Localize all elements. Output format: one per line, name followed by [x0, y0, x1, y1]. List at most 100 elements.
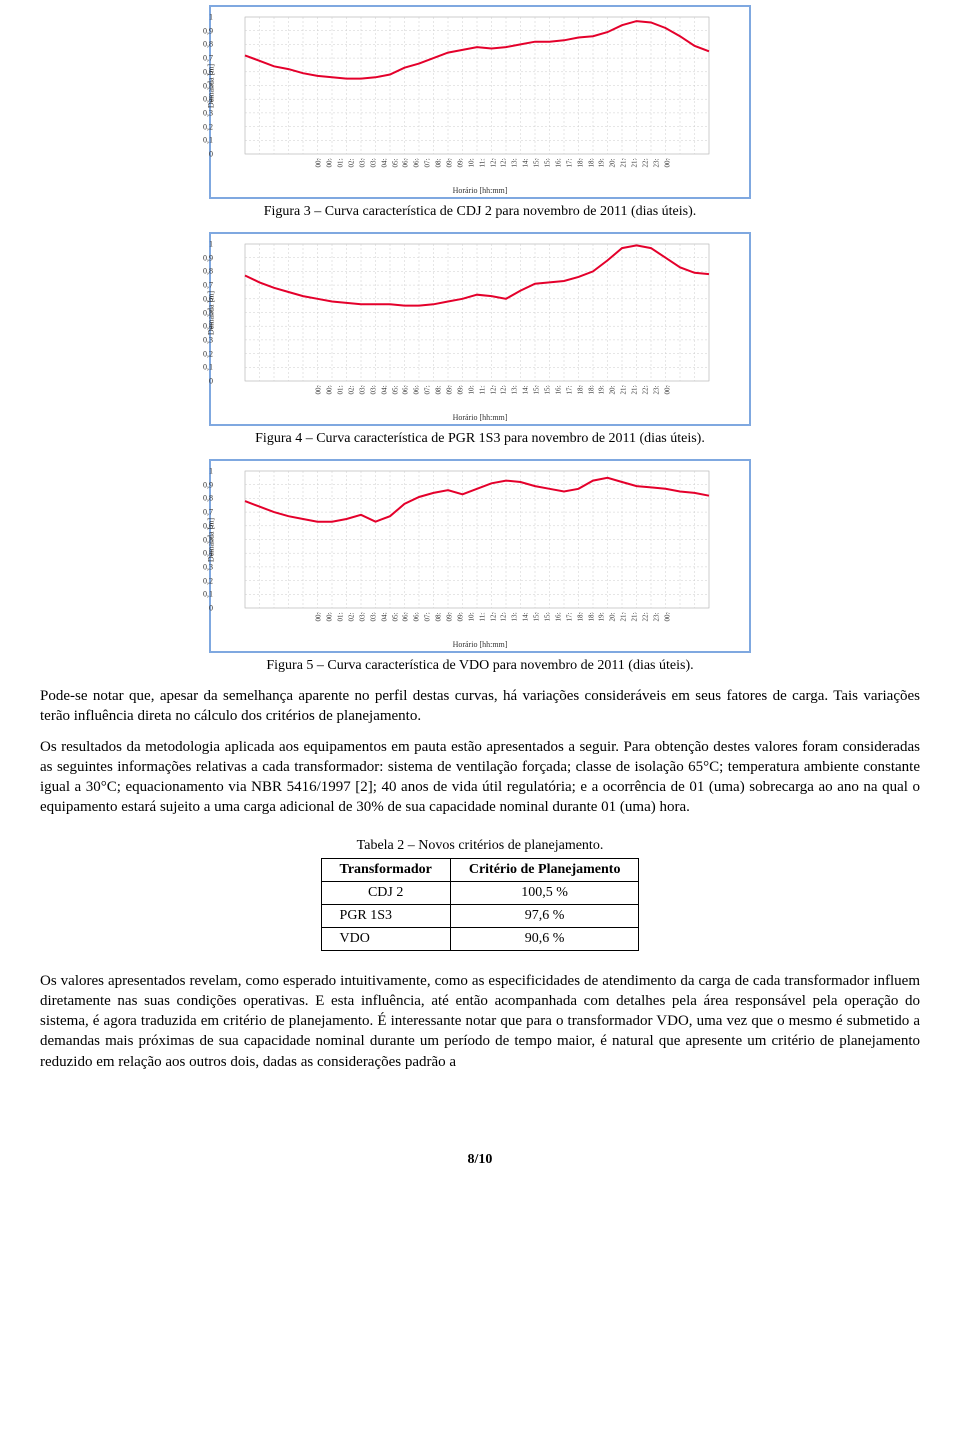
table-cell: 90,6 %: [450, 927, 639, 950]
x-tick-label: 10:30: [468, 160, 475, 168]
x-tick-label: 15:45: [545, 160, 552, 168]
y-tick-label: 0,5: [203, 308, 213, 317]
x-tick-label: 05:15: [392, 160, 399, 168]
y-tick-label: 0,3: [203, 335, 213, 344]
y-tick-label: 0,9: [203, 480, 213, 489]
x-tick-label: 06:45: [414, 160, 421, 168]
x-tick-label: 18:45: [588, 614, 595, 622]
x-tick-label: 03:00: [359, 160, 366, 168]
y-tick-label: 0,5: [203, 81, 213, 90]
x-tick-label: 00:45: [327, 614, 334, 622]
y-tick-label: 0,3: [203, 108, 213, 117]
x-tick-label: 23:15: [653, 614, 660, 622]
figure-5-caption: Figura 5 – Curva característica de VDO p…: [40, 658, 920, 674]
x-tick-label: 12:00: [490, 160, 497, 168]
y-tick-label: 0,6: [203, 521, 213, 530]
paragraph-3: Os valores apresentados revelam, como es…: [40, 971, 920, 1072]
y-tick-label: 0: [209, 377, 213, 386]
x-tick-label: 00:45: [327, 160, 334, 168]
x-tick-label: 03:45: [370, 387, 377, 395]
x-tick-label: 14:15: [523, 614, 530, 622]
chart-plot: Demanda [m] 00,10,20,30,40,50,60,70,80,9…: [215, 467, 715, 612]
x-tick-label: 17:15: [566, 160, 573, 168]
x-ticks: 00:0000:4501:3002:1503:0003:4504:3005:15…: [215, 158, 745, 188]
x-tick-label: 05:15: [392, 387, 399, 395]
x-tick-label: 04:30: [381, 387, 388, 395]
x-tick-label: 13:30: [512, 387, 519, 395]
x-tick-label: 06:00: [403, 387, 410, 395]
y-tick-label: 0,7: [203, 54, 213, 63]
x-tick-label: 15:45: [545, 387, 552, 395]
figure-3-caption: Figura 3 – Curva característica de CDJ 2…: [40, 204, 920, 220]
y-tick-label: 0,4: [203, 549, 213, 558]
x-tick-label: 01:30: [338, 387, 345, 395]
page-number: 8/10: [40, 1152, 920, 1168]
x-tick-label: 03:45: [370, 614, 377, 622]
x-tick-label: 11:15: [479, 160, 486, 168]
x-tick-label: 18:00: [577, 387, 584, 395]
paragraph-1: Pode-se notar que, apesar da semelhança …: [40, 686, 920, 727]
y-tick-label: 0: [209, 604, 213, 613]
x-tick-label: 13:30: [512, 614, 519, 622]
x-tick-label: 22:30: [643, 160, 650, 168]
x-axis-label: Horário [hh:mm]: [215, 186, 745, 195]
x-ticks: 00:0000:4501:3002:1503:0003:4504:3005:15…: [215, 385, 745, 415]
y-tick-label: 0,1: [203, 136, 213, 145]
x-tick-label: 03:45: [370, 160, 377, 168]
x-tick-label: 02:15: [348, 387, 355, 395]
table-row: VDO 90,6 %: [321, 927, 639, 950]
x-tick-label: 06:00: [403, 160, 410, 168]
table-2: Transformador Critério de Planejamento C…: [321, 858, 640, 951]
x-tick-label: 20:15: [610, 160, 617, 168]
x-tick-label: 21:00: [621, 614, 628, 622]
x-tick-label: 21:00: [621, 160, 628, 168]
y-tick-label: 0,6: [203, 294, 213, 303]
x-tick-label: 15:00: [534, 614, 541, 622]
x-tick-label: 22:30: [643, 387, 650, 395]
y-tick-label: 0: [209, 150, 213, 159]
x-tick-label: 04:30: [381, 614, 388, 622]
x-tick-label: 21:00: [621, 387, 628, 395]
x-tick-label: 01:30: [338, 614, 345, 622]
x-tick-label: 14:15: [523, 160, 530, 168]
x-tick-label: 20:15: [610, 387, 617, 395]
x-ticks: 00:0000:4501:3002:1503:0003:4504:3005:15…: [215, 612, 745, 642]
x-tick-label: 08:15: [436, 160, 443, 168]
x-tick-label: 10:30: [468, 614, 475, 622]
y-tick-label: 0,6: [203, 67, 213, 76]
x-tick-label: 06:45: [414, 614, 421, 622]
x-tick-label: 00:00: [664, 160, 671, 168]
y-tick-label: 1: [209, 467, 213, 476]
x-tick-label: 00:00: [316, 387, 323, 395]
y-tick-label: 1: [209, 13, 213, 22]
x-axis-label: Horário [hh:mm]: [215, 413, 745, 422]
x-tick-label: 16:30: [555, 387, 562, 395]
x-tick-label: 19:30: [599, 387, 606, 395]
chart-svg: [215, 240, 715, 385]
table-row: CDJ 2 100,5 %: [321, 881, 639, 904]
x-tick-label: 21:45: [632, 614, 639, 622]
x-tick-label: 02:15: [348, 614, 355, 622]
y-tick-label: 0,5: [203, 535, 213, 544]
y-tick-label: 0,8: [203, 494, 213, 503]
x-tick-label: 19:30: [599, 614, 606, 622]
x-tick-label: 23:15: [653, 387, 660, 395]
y-tick-label: 0,1: [203, 590, 213, 599]
x-tick-label: 17:15: [566, 387, 573, 395]
x-tick-label: 11:15: [479, 614, 486, 622]
x-tick-label: 12:00: [490, 614, 497, 622]
x-tick-label: 16:30: [555, 614, 562, 622]
x-tick-label: 08:15: [436, 387, 443, 395]
x-tick-label: 07:30: [425, 614, 432, 622]
y-tick-label: 1: [209, 240, 213, 249]
x-tick-label: 20:15: [610, 614, 617, 622]
x-tick-label: 21:45: [632, 387, 639, 395]
chart-plot: Demanda [m] 00,10,20,30,40,50,60,70,80,9…: [215, 240, 715, 385]
x-tick-label: 00:00: [664, 387, 671, 395]
x-tick-label: 08:15: [436, 614, 443, 622]
y-ticks: 00,10,20,30,40,50,60,70,80,91: [197, 240, 215, 385]
x-axis-label: Horário [hh:mm]: [215, 640, 745, 649]
x-tick-label: 01:30: [338, 160, 345, 168]
x-tick-label: 05:15: [392, 614, 399, 622]
chart-svg: [215, 13, 715, 158]
